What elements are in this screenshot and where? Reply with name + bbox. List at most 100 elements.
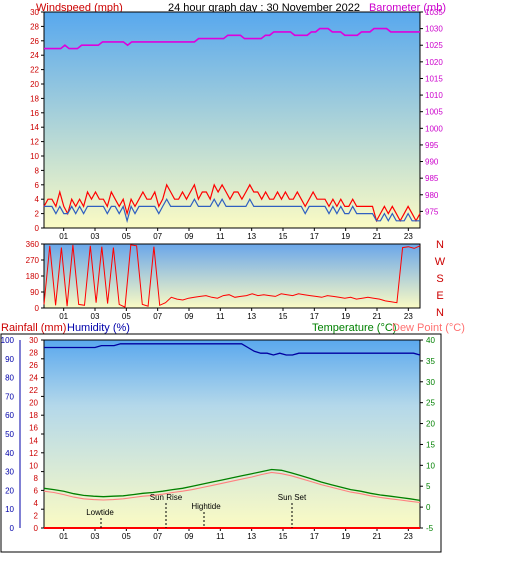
rainfall-tick-label: 22 <box>29 386 38 395</box>
humidity-tick-label: 30 <box>5 468 14 477</box>
y-tick-label: 2 <box>35 210 40 219</box>
y-tick-label: 26 <box>30 37 39 46</box>
y-tick-label: 18 <box>30 94 39 103</box>
x-tick-label: 07 <box>153 312 162 321</box>
dewpoint-line <box>43 471 421 504</box>
chart-title: 24 hour graph day : 30 November 2022 <box>168 2 360 14</box>
temperature-tick-label: 40 <box>426 336 435 345</box>
rainfall-axis-title: Rainfall (mm) <box>1 322 66 334</box>
rainfall-tick-label: 12 <box>29 449 38 458</box>
humidity-axis-title: Humidity (%) <box>67 322 130 334</box>
x-tick-label: 21 <box>373 532 382 541</box>
x-tick-label: 23 <box>404 232 413 241</box>
rainfall-tick-label: 4 <box>34 499 39 508</box>
temperature-tick-label: 15 <box>426 440 435 449</box>
x-tick-label: 01 <box>59 232 68 241</box>
y-tick-label: 22 <box>30 66 39 75</box>
y-tick-label: 6 <box>35 181 40 190</box>
x-tick-label: 13 <box>247 312 256 321</box>
x-tick-label: 05 <box>122 532 131 541</box>
humidity-tick-label: 40 <box>5 449 14 458</box>
humidity-tick-label: 0 <box>10 524 15 533</box>
x-tick-label: 13 <box>247 532 256 541</box>
x-tick-label: 17 <box>310 312 319 321</box>
y2-tick-label: 1015 <box>425 74 443 83</box>
rainfall-tick-label: 18 <box>29 411 38 420</box>
x-tick-label: 09 <box>185 532 194 541</box>
temperature-tick-label: 0 <box>426 503 431 512</box>
x-tick-label: 11 <box>216 312 225 321</box>
rainfall-tick-label: 6 <box>34 486 39 495</box>
series-layer <box>43 27 421 529</box>
temperature-tick-label: -5 <box>426 524 434 533</box>
humidity-tick-label: 50 <box>5 430 14 439</box>
y-tick-label: 0 <box>35 304 40 313</box>
x-tick-label: 11 <box>216 232 225 241</box>
y2-tick-label: 1025 <box>425 41 443 50</box>
humidity-line <box>44 343 421 356</box>
x-tick-label: 13 <box>247 232 256 241</box>
barometer-axis-title: Barometer (mb) <box>369 2 446 14</box>
y-tick-label: 8 <box>35 166 40 175</box>
dewpoint-axis-title: Dew Point (°C) <box>392 322 465 334</box>
x-tick-label: 09 <box>185 232 194 241</box>
wind-speed-line <box>43 183 421 223</box>
rainfall-tick-label: 20 <box>29 399 38 408</box>
x-tick-label: 15 <box>279 532 288 541</box>
y-tick-label: 90 <box>30 288 39 297</box>
y2-tick-label: 1005 <box>425 108 443 117</box>
y-tick-label: 20 <box>30 80 39 89</box>
y-tick-label: 28 <box>30 22 39 31</box>
humidity-tick-label: 20 <box>5 486 14 495</box>
humidity-tick-label: 10 <box>5 505 14 514</box>
lower-frame <box>0 333 442 553</box>
axes-layer: 0246810121416182022242628309759809859909… <box>1 8 446 541</box>
rainfall-tick-label: 26 <box>29 361 38 370</box>
y-tick-label: 180 <box>26 272 40 281</box>
rainfall-tick-label: 8 <box>34 474 39 483</box>
temperature-tick-label: 30 <box>426 378 435 387</box>
y-tick-label: 12 <box>30 138 39 147</box>
y-tick-label: 4 <box>35 195 40 204</box>
compass-label: E <box>436 290 443 302</box>
compass-label: W <box>435 256 446 268</box>
rainfall-tick-label: 10 <box>29 461 38 470</box>
rainfall-tick-label: 28 <box>29 349 38 358</box>
rainfall-tick-label: 24 <box>29 374 38 383</box>
y-tick-label: 0 <box>35 224 40 233</box>
annotation-label: Lowtide <box>86 508 114 517</box>
temperature-tick-label: 20 <box>426 420 435 429</box>
x-tick-label: 11 <box>216 532 225 541</box>
temperature-line <box>43 468 421 502</box>
x-tick-label: 07 <box>153 232 162 241</box>
y2-tick-label: 975 <box>425 207 439 216</box>
temperature-tick-label: 10 <box>426 461 435 470</box>
x-tick-label: 05 <box>122 312 131 321</box>
x-tick-label: 21 <box>373 232 382 241</box>
humidity-tick-label: 80 <box>5 374 14 383</box>
temperature-tick-label: 25 <box>426 399 435 408</box>
humidity-tick-label: 100 <box>1 336 15 345</box>
x-tick-label: 03 <box>91 532 100 541</box>
y2-tick-label: 1000 <box>425 124 443 133</box>
temperature-tick-label: 35 <box>426 357 435 366</box>
windspeed-axis-title: Windspeed (mph) <box>36 2 123 14</box>
x-tick-label: 03 <box>91 232 100 241</box>
x-tick-label: 15 <box>279 232 288 241</box>
rainfall-tick-label: 14 <box>29 436 38 445</box>
annotations-layer: Lowtide Sun Rise Hightide Sun Set <box>86 493 307 528</box>
annotation-label: Sun Set <box>278 493 307 502</box>
y2-tick-label: 1010 <box>425 91 443 100</box>
y2-tick-label: 1030 <box>425 25 443 34</box>
y-tick-label: 360 <box>26 240 40 249</box>
temperature-tick-label: 5 <box>426 482 431 491</box>
y2-tick-label: 1020 <box>425 58 443 67</box>
compass-label: S <box>436 273 443 285</box>
y-tick-label: 30 <box>30 8 39 17</box>
y2-tick-label: 995 <box>425 141 439 150</box>
x-tick-label: 03 <box>91 312 100 321</box>
x-tick-label: 07 <box>153 532 162 541</box>
panel-wind-bg <box>43 11 421 229</box>
x-tick-label: 01 <box>59 532 68 541</box>
